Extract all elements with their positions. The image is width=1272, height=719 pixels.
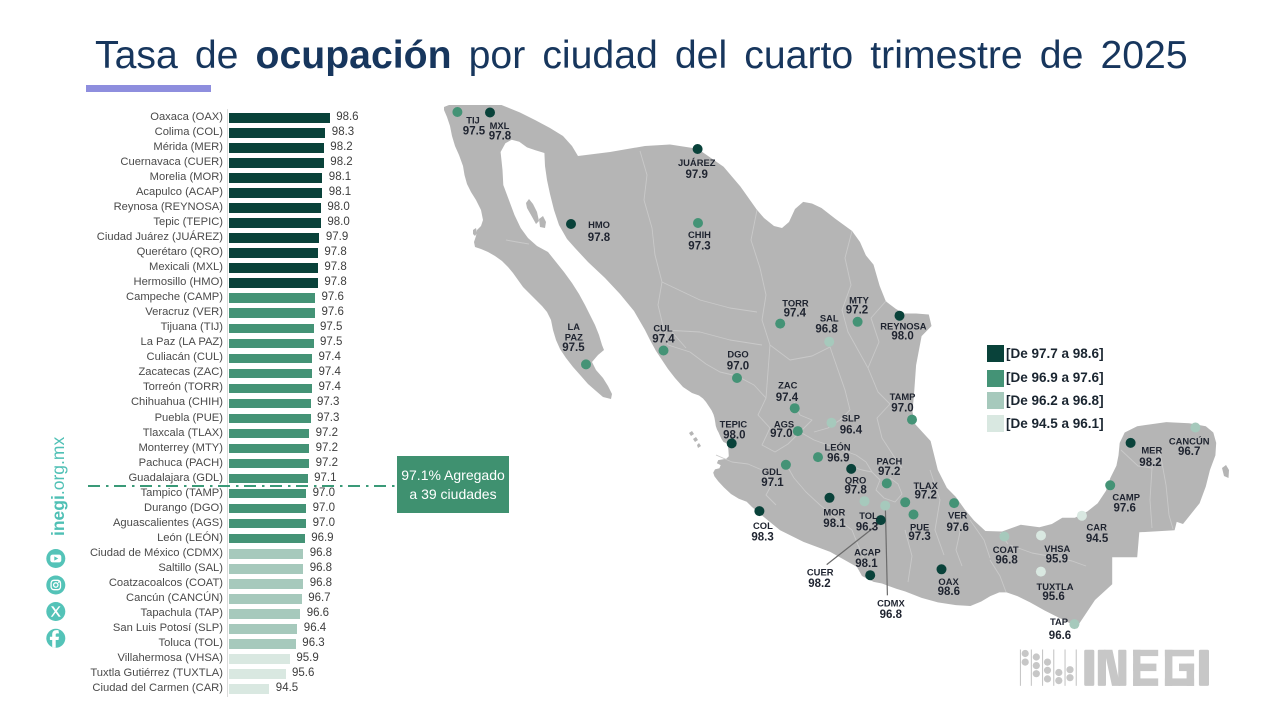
svg-text:ACAP: ACAP [854,547,881,558]
svg-text:VHSA: VHSA [1044,543,1070,554]
svg-text:COAT: COAT [993,544,1019,555]
svg-text:TEPIC: TEPIC [720,418,748,429]
svg-text:TAP: TAP [1050,616,1068,627]
svg-text:97.9: 97.9 [686,169,708,181]
svg-text:96.8: 96.8 [995,554,1018,566]
svg-text:97.4: 97.4 [652,334,675,346]
svg-text:LEÓN: LEÓN [824,442,850,453]
svg-text:SLP: SLP [842,412,860,423]
svg-text:JUÁREZ: JUÁREZ [678,157,716,168]
svg-text:TIJ: TIJ [466,115,480,126]
svg-text:97.8: 97.8 [489,131,512,143]
svg-text:REYNOSA: REYNOSA [880,320,927,331]
svg-text:HMO: HMO [588,219,610,230]
svg-text:97.1: 97.1 [761,477,784,489]
svg-text:ZAC: ZAC [778,379,797,390]
svg-text:97.0: 97.0 [891,403,913,415]
svg-text:96.8: 96.8 [880,609,903,621]
svg-text:CAR: CAR [1087,522,1108,533]
svg-text:PAZ: PAZ [565,332,583,343]
svg-text:98.6: 98.6 [938,586,960,598]
svg-text:98.3: 98.3 [751,531,773,543]
svg-text:CUER: CUER [807,567,834,578]
svg-text:97.3: 97.3 [688,240,710,252]
svg-text:96.4: 96.4 [840,424,863,436]
svg-text:97.4: 97.4 [784,308,807,320]
svg-text:MTY: MTY [849,294,870,305]
svg-text:94.5: 94.5 [1086,533,1109,545]
svg-text:97.5: 97.5 [463,126,486,138]
svg-text:QRO: QRO [845,475,866,486]
svg-text:TUXTLA: TUXTLA [1037,581,1074,592]
svg-text:DGO: DGO [727,349,748,360]
svg-text:97.6: 97.6 [1114,502,1136,514]
svg-text:98.0: 98.0 [891,331,913,343]
svg-text:97.2: 97.2 [915,490,937,502]
svg-text:96.8: 96.8 [815,323,838,335]
svg-text:97.3: 97.3 [908,531,930,543]
svg-text:TORR: TORR [782,297,809,308]
svg-text:AGS: AGS [774,418,794,429]
svg-text:LA: LA [568,321,581,332]
svg-text:96.9: 96.9 [827,453,849,465]
svg-text:98.1: 98.1 [855,558,878,570]
svg-text:CDMX: CDMX [877,598,905,609]
svg-text:98.1: 98.1 [823,518,846,530]
svg-text:97.4: 97.4 [776,392,799,404]
svg-text:96.3: 96.3 [856,521,878,533]
svg-text:MXL: MXL [490,120,510,131]
svg-text:96.6: 96.6 [1049,630,1071,642]
svg-text:97.6: 97.6 [947,522,969,534]
svg-text:97.0: 97.0 [727,360,749,372]
svg-text:CHIH: CHIH [688,229,711,240]
svg-text:COL: COL [753,520,773,531]
svg-text:98.2: 98.2 [1139,457,1161,469]
svg-text:MOR: MOR [823,507,845,518]
svg-text:CAMP: CAMP [1112,491,1140,502]
svg-text:OAX: OAX [938,576,959,587]
svg-text:MER: MER [1141,444,1162,455]
svg-text:97.0: 97.0 [770,428,792,440]
svg-text:PUE: PUE [910,521,929,532]
svg-text:96.7: 96.7 [1178,446,1200,458]
svg-text:98.2: 98.2 [808,578,830,590]
svg-text:PACH: PACH [876,456,902,467]
svg-text:TLAX: TLAX [913,480,938,491]
svg-text:95.6: 95.6 [1042,591,1064,603]
svg-text:CUL: CUL [653,323,673,334]
svg-text:98.0: 98.0 [723,429,745,441]
svg-text:97.2: 97.2 [878,466,900,478]
svg-text:TOL: TOL [859,510,878,521]
svg-text:VER: VER [948,510,968,521]
svg-text:97.2: 97.2 [846,305,868,317]
svg-text:95.9: 95.9 [1046,554,1068,566]
svg-text:CANCÚN: CANCÚN [1169,435,1210,446]
svg-text:97.8: 97.8 [588,232,611,244]
svg-text:TAMP: TAMP [890,391,916,402]
svg-text:GDL: GDL [762,466,782,477]
svg-text:97.8: 97.8 [844,484,867,496]
svg-text:97.5: 97.5 [562,342,585,354]
svg-text:SAL: SAL [820,313,839,324]
